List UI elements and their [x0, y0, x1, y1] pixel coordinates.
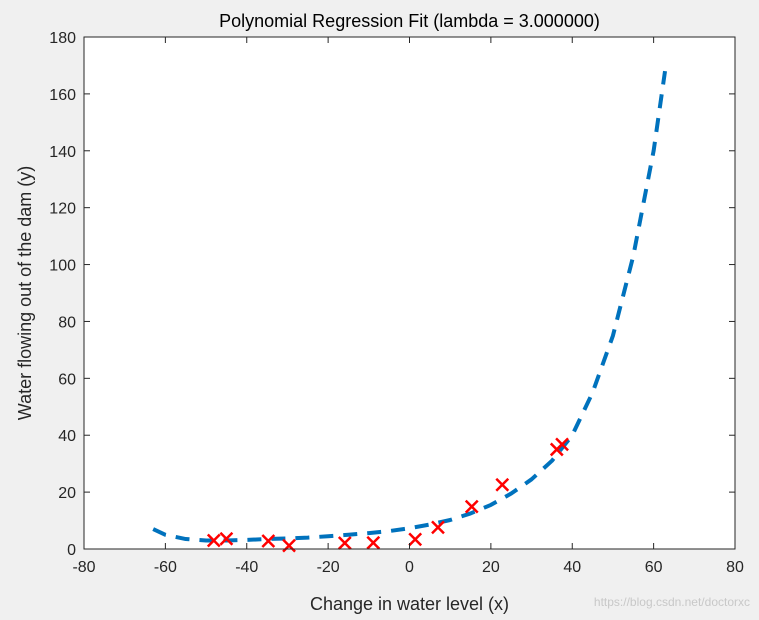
data-point-5	[337, 536, 352, 550]
y-tick-label: 80	[58, 314, 76, 331]
y-tick-label: 100	[49, 258, 76, 275]
y-tick-label: 140	[49, 144, 76, 161]
data-point-6	[366, 535, 381, 550]
x-tick-label: -80	[72, 559, 95, 576]
x-tick-label: -20	[317, 559, 340, 576]
data-point-2	[219, 531, 234, 546]
data-point-3	[261, 534, 276, 548]
x-tick-label: -60	[154, 559, 177, 576]
x-tick-label: 40	[563, 559, 581, 576]
fit-curve	[152, 70, 667, 543]
y-tick-label: 120	[49, 201, 76, 218]
data-point-8	[431, 520, 445, 535]
data-point-10	[495, 477, 510, 492]
x-tick-label: -40	[235, 559, 258, 576]
x-tick-label: 0	[405, 559, 414, 576]
chart-title: Polynomial Regression Fit (lambda = 3.00…	[219, 11, 600, 31]
data-point-1	[206, 533, 221, 548]
x-tick-label: 20	[482, 559, 500, 576]
y-tick-label: 160	[49, 87, 76, 104]
data-point-12	[555, 437, 569, 452]
data-point-7	[408, 532, 423, 547]
data-points-layer	[206, 437, 569, 553]
y-tick-label: 60	[58, 371, 76, 388]
data-point-9	[464, 499, 479, 514]
fit-curve-layer	[152, 70, 667, 543]
y-tick-label: 40	[58, 428, 76, 445]
y-axis-label: Water flowing out of the dam (y)	[15, 166, 35, 420]
data-point-4	[282, 538, 296, 553]
watermark: https://blog.csdn.net/doctorxc	[594, 595, 750, 609]
x-axis-label: Change in water level (x)	[310, 594, 509, 614]
y-tick-label: 180	[49, 30, 76, 47]
axes: -80 -60 -40 -20 0 20 40 60 80 0 20 40 60 80 100 120 140 1…	[49, 30, 744, 576]
y-tick-label: 0	[67, 542, 76, 559]
plot-area	[84, 37, 735, 549]
x-tick-label: 60	[645, 559, 663, 576]
y-tick-label: 20	[58, 485, 76, 502]
x-tick-label: 80	[726, 559, 744, 576]
